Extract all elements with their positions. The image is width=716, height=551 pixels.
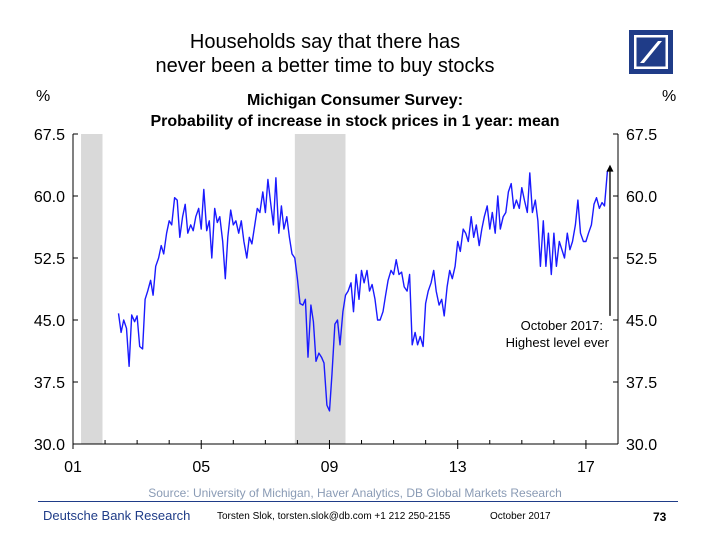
x-tick-label: 01 [64,459,82,476]
recession-shading [294,134,346,444]
y-tick-label-right: 45.0 [626,313,657,330]
footer-brand: Deutsche Bank Research [43,508,191,523]
chart-subtitle: Probability of increase in stock prices … [150,113,560,130]
series-line [117,166,611,412]
deutsche-bank-logo [629,30,673,74]
y-tick-label-left: 60.0 [34,189,65,206]
annotation-text: Highest level ever [506,335,610,350]
y-tick-label-left: 52.5 [34,251,65,268]
x-tick-label: 05 [192,459,210,476]
page-number: 73 [653,510,667,524]
y-tick-label-left: 37.5 [34,375,65,392]
recession-shading [81,134,103,444]
y-tick-label-right: 30.0 [626,437,657,454]
logo-slash [640,41,662,63]
source-note: Source: University of Michigan, Haver An… [148,486,562,500]
y-tick-label-left: 45.0 [34,313,65,330]
x-tick-label: 09 [321,459,339,476]
y-tick-label-right: 52.5 [626,251,657,268]
footer-date: October 2017 [490,511,551,522]
x-tick-label: 13 [449,459,467,476]
y-axis-unit-left: % [36,88,51,105]
y-tick-label-right: 60.0 [626,189,657,206]
annotation-text: October 2017: [521,318,603,333]
annotation-arrow-head [606,164,614,172]
y-axis-unit-right: % [662,88,677,105]
y-tick-label-left: 30.0 [34,437,65,454]
footer-divider [38,501,678,502]
x-tick-label: 17 [577,459,595,476]
y-tick-label-right: 37.5 [626,375,657,392]
footer-author: Torsten Slok, torsten.slok@db.com +1 212… [217,511,451,522]
chart-title: Michigan Consumer Survey: [246,92,464,109]
y-tick-label-right: 67.5 [626,127,657,144]
headline-line-2: never been a better time to buy stocks [155,55,495,77]
headline-line-1: Households say that there has [189,31,461,53]
y-tick-label-left: 67.5 [34,127,65,144]
